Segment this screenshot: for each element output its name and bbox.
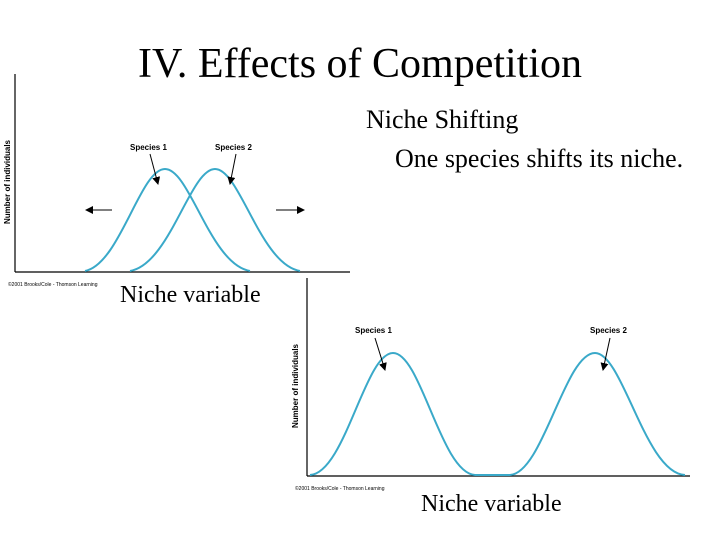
species1-curve	[84, 167, 251, 272]
figure2-caption: Niche variable	[421, 491, 562, 517]
species2-curve	[509, 351, 686, 476]
pointer-arrow-icon	[374, 337, 387, 371]
species1-label: Species 1	[130, 143, 167, 152]
pointer-arrow-icon	[149, 153, 161, 185]
copyright: ©2001 Brooks/Cole - Thomson Learning	[295, 485, 385, 492]
y-axis-label: Number of individuals	[3, 139, 12, 224]
copyright: ©2001 Brooks/Cole - Thomson Learning	[8, 281, 98, 288]
bullet-text: One species shifts its niche.	[395, 144, 684, 173]
pointer-arrow-icon	[600, 337, 611, 371]
species2-curve	[129, 167, 301, 272]
y-axis-label: Number of individuals	[291, 343, 300, 428]
species2-label: Species 2	[590, 326, 627, 335]
figure-separated-niches: Number of individuals Species 1 Species …	[291, 278, 690, 492]
pointer-arrow-icon	[227, 153, 237, 185]
figure-overlapping-niches: Number of individuals Species 1 Species …	[3, 74, 350, 288]
bullet-heading: Niche Shifting	[366, 105, 519, 134]
species1-curve	[309, 351, 476, 476]
slide-title: IV. Effects of Competition	[137, 41, 583, 87]
figure1-caption: Niche variable	[120, 282, 261, 308]
species1-label: Species 1	[355, 326, 392, 335]
species2-label: Species 2	[215, 143, 252, 152]
